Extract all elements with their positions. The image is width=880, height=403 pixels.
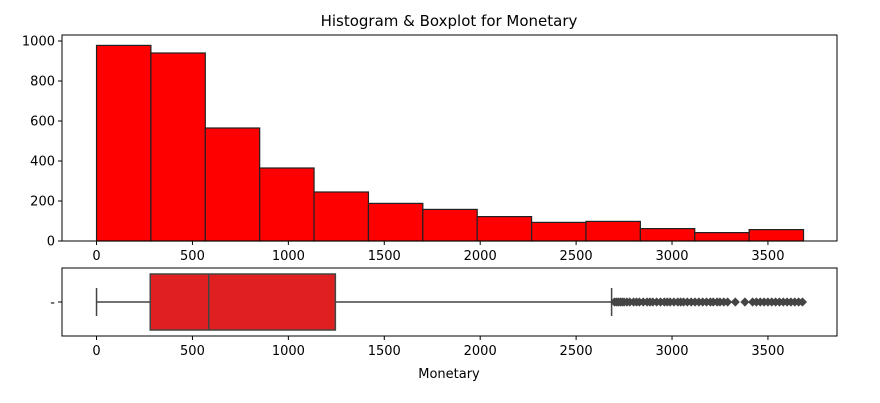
x-tick-label: 1000: [272, 344, 305, 359]
x-tick-label: 3000: [655, 344, 688, 359]
box-outlier: [723, 297, 733, 307]
x-tick-label: 3000: [655, 249, 688, 264]
y-tick-label: 400: [30, 155, 55, 170]
histogram-bar: [531, 221, 587, 242]
x-axis-label: Monetary: [418, 367, 480, 382]
box-outlier: [730, 297, 740, 307]
histogram-bar: [259, 167, 315, 242]
histogram-bar: [639, 228, 696, 242]
histogram-bar: [585, 220, 641, 242]
histogram-bar: [476, 216, 533, 242]
x-tick-label: 1500: [368, 344, 401, 359]
x-tick-label: 500: [180, 344, 205, 359]
y-tick-label: 0: [47, 235, 55, 250]
histogram-bar: [367, 202, 424, 242]
x-tick-label: 0: [92, 344, 100, 359]
box-iqr: [149, 273, 337, 331]
x-tick-label: 2000: [464, 344, 497, 359]
histogram-bar: [694, 232, 750, 242]
x-tick-label: 3500: [751, 249, 784, 264]
histogram-panel: 0 200 400 600 800 1000 0 500 1000 1500 2000 2500 300…: [22, 34, 838, 264]
x-tick-label: 500: [180, 249, 205, 264]
histogram-frame: [61, 34, 838, 242]
box-outlier: [797, 297, 808, 307]
box-outlier: [740, 297, 750, 307]
x-tick-label: 3500: [751, 344, 784, 359]
histogram-bar: [150, 52, 206, 242]
x-tick-label: 0: [92, 249, 100, 264]
x-tick-label: 2500: [560, 249, 593, 264]
y-tick-label: -: [50, 296, 55, 311]
x-tick-label: 2000: [464, 249, 497, 264]
y-tick-label: 600: [30, 115, 55, 130]
y-tick-label: 200: [30, 195, 55, 210]
histogram-bar: [95, 44, 152, 242]
x-tick-label: 2500: [560, 344, 593, 359]
y-tick-label: 1000: [22, 35, 55, 50]
histogram-bar: [204, 127, 261, 242]
y-tick-label: 800: [30, 75, 55, 90]
x-tick-label: 1500: [368, 249, 401, 264]
boxplot-panel: - 0 500 1000 1500 2000 2500 3000 3500: [50, 267, 838, 359]
histogram-bar: [422, 208, 478, 242]
chart-title: Histogram & Boxplot for Monetary: [321, 12, 578, 30]
histogram-bar: [313, 191, 370, 242]
x-tick-label: 1000: [272, 249, 305, 264]
histogram-bar: [748, 229, 805, 242]
